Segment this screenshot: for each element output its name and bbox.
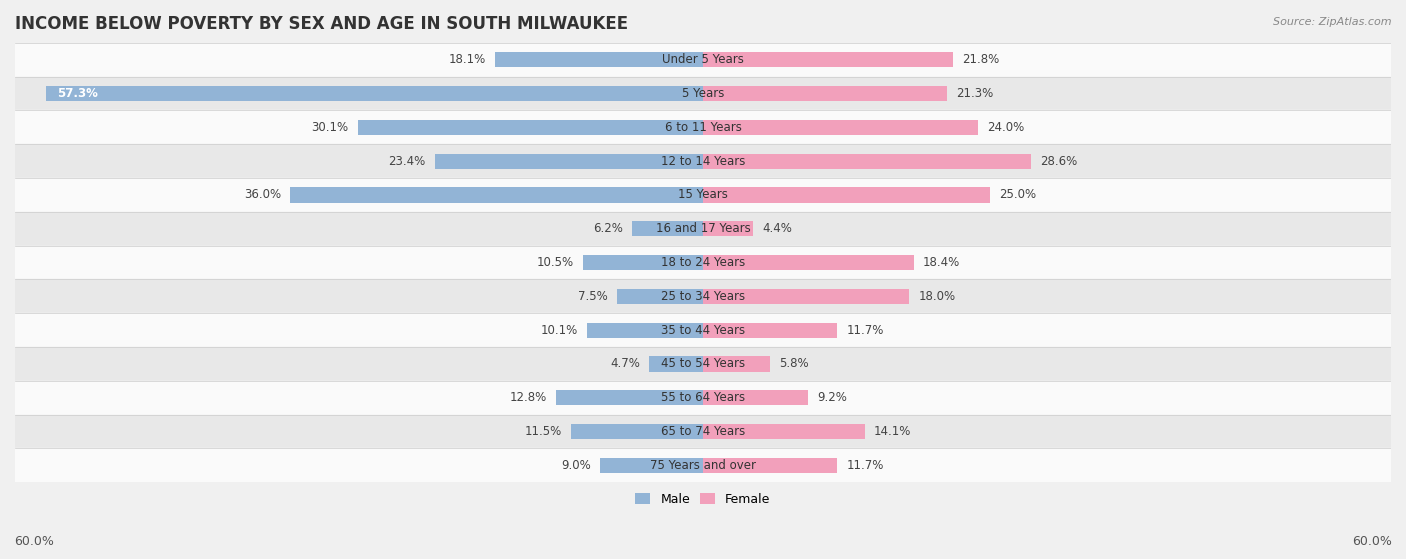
Text: 35 to 44 Years: 35 to 44 Years — [661, 324, 745, 337]
Text: 5 Years: 5 Years — [682, 87, 724, 100]
Bar — [703, 86, 948, 101]
Text: 6.2%: 6.2% — [593, 222, 623, 235]
Bar — [15, 313, 1391, 347]
Bar — [703, 154, 1031, 169]
Text: 7.5%: 7.5% — [578, 290, 607, 303]
Text: 12.8%: 12.8% — [510, 391, 547, 404]
Bar — [703, 424, 865, 439]
Bar — [571, 424, 703, 439]
Text: 21.8%: 21.8% — [962, 53, 1000, 67]
Bar — [15, 448, 1391, 482]
Text: 14.1%: 14.1% — [875, 425, 911, 438]
Text: 60.0%: 60.0% — [14, 535, 53, 548]
Bar — [617, 289, 703, 304]
Text: 28.6%: 28.6% — [1040, 155, 1077, 168]
Bar — [15, 415, 1391, 448]
Bar — [703, 458, 837, 473]
Bar — [703, 52, 953, 68]
Text: 12 to 14 Years: 12 to 14 Years — [661, 155, 745, 168]
Bar — [434, 154, 703, 169]
Bar — [600, 458, 703, 473]
Bar — [46, 86, 703, 101]
Bar — [650, 357, 703, 372]
Text: 18.0%: 18.0% — [918, 290, 956, 303]
Bar — [703, 289, 910, 304]
Text: Source: ZipAtlas.com: Source: ZipAtlas.com — [1274, 17, 1392, 27]
Text: 9.2%: 9.2% — [818, 391, 848, 404]
Bar — [703, 357, 769, 372]
Text: 10.1%: 10.1% — [541, 324, 578, 337]
Bar — [703, 255, 914, 270]
Bar — [15, 77, 1391, 111]
Text: 25.0%: 25.0% — [998, 188, 1036, 201]
Bar — [15, 178, 1391, 212]
Bar — [703, 221, 754, 236]
Legend: Male, Female: Male, Female — [630, 488, 776, 511]
Text: 30.1%: 30.1% — [312, 121, 349, 134]
Text: 9.0%: 9.0% — [561, 459, 591, 472]
Text: Under 5 Years: Under 5 Years — [662, 53, 744, 67]
Text: 15 Years: 15 Years — [678, 188, 728, 201]
Text: 16 and 17 Years: 16 and 17 Years — [655, 222, 751, 235]
Text: 11.7%: 11.7% — [846, 459, 884, 472]
Text: 18 to 24 Years: 18 to 24 Years — [661, 256, 745, 269]
Text: 55 to 64 Years: 55 to 64 Years — [661, 391, 745, 404]
Text: 60.0%: 60.0% — [1353, 535, 1392, 548]
Text: 24.0%: 24.0% — [987, 121, 1025, 134]
Bar — [588, 323, 703, 338]
Bar — [703, 323, 837, 338]
Bar — [359, 120, 703, 135]
Text: 65 to 74 Years: 65 to 74 Years — [661, 425, 745, 438]
Text: 21.3%: 21.3% — [956, 87, 994, 100]
Bar — [631, 221, 703, 236]
Bar — [15, 246, 1391, 280]
Bar — [557, 390, 703, 405]
Text: 6 to 11 Years: 6 to 11 Years — [665, 121, 741, 134]
Bar — [582, 255, 703, 270]
Bar — [15, 381, 1391, 415]
Text: 75 Years and over: 75 Years and over — [650, 459, 756, 472]
Bar — [15, 212, 1391, 246]
Text: 18.4%: 18.4% — [924, 256, 960, 269]
Text: 11.7%: 11.7% — [846, 324, 884, 337]
Text: 4.7%: 4.7% — [610, 357, 640, 371]
Text: INCOME BELOW POVERTY BY SEX AND AGE IN SOUTH MILWAUKEE: INCOME BELOW POVERTY BY SEX AND AGE IN S… — [15, 15, 628, 33]
Bar — [15, 347, 1391, 381]
Bar — [703, 187, 990, 202]
Text: 25 to 34 Years: 25 to 34 Years — [661, 290, 745, 303]
Text: 5.8%: 5.8% — [779, 357, 808, 371]
Bar — [15, 43, 1391, 77]
Bar — [15, 144, 1391, 178]
Bar — [703, 120, 979, 135]
Bar — [290, 187, 703, 202]
Text: 10.5%: 10.5% — [536, 256, 574, 269]
Bar — [15, 280, 1391, 313]
Bar — [703, 390, 808, 405]
Text: 57.3%: 57.3% — [58, 87, 98, 100]
Text: 11.5%: 11.5% — [524, 425, 562, 438]
Text: 23.4%: 23.4% — [388, 155, 426, 168]
Text: 18.1%: 18.1% — [449, 53, 486, 67]
Bar — [495, 52, 703, 68]
Text: 36.0%: 36.0% — [243, 188, 281, 201]
Bar — [15, 111, 1391, 144]
Text: 4.4%: 4.4% — [762, 222, 793, 235]
Text: 45 to 54 Years: 45 to 54 Years — [661, 357, 745, 371]
